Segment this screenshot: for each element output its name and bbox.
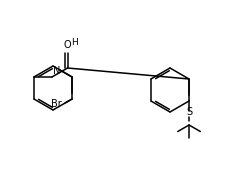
Text: H: H: [72, 38, 78, 47]
Text: N: N: [53, 66, 60, 76]
Text: Br: Br: [51, 99, 62, 109]
Text: S: S: [186, 107, 192, 117]
Text: O: O: [64, 40, 71, 50]
